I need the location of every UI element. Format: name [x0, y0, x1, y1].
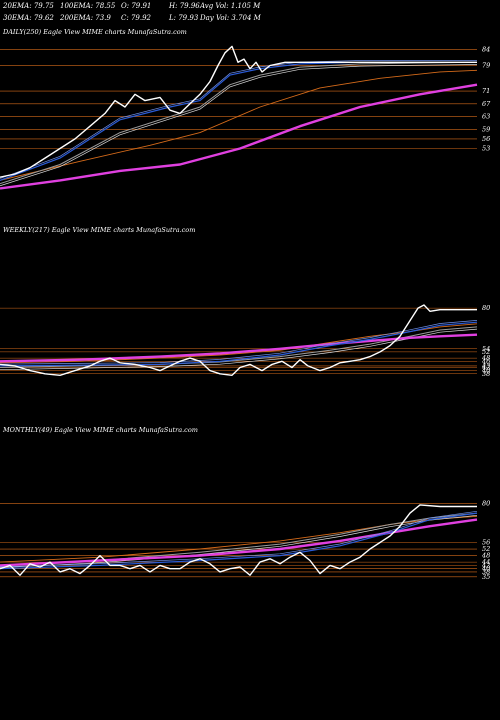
- weekly-y-tick-label: 42: [481, 364, 490, 372]
- weekly-y-tick-label: 40: [481, 367, 490, 375]
- weekly-y-tick-label: 38: [482, 370, 490, 378]
- ema20-label: 20EMA: 79.75: [3, 2, 54, 10]
- monthly-ema-short-band-line: [0, 510, 478, 568]
- weekly-ema-long-line: [0, 333, 478, 363]
- monthly-y-tick-label: 38: [482, 568, 490, 576]
- monthly-y-tick-label: 44: [481, 558, 490, 566]
- avg-vol-label: Avg Vol: 1.105 M: [200, 2, 261, 10]
- close-label: C: 79.92: [121, 14, 151, 22]
- daily-y-tick-label: 63: [482, 113, 490, 121]
- daily-y-tick-label: 71: [482, 87, 490, 95]
- daily-y-tick-label: 84: [482, 46, 490, 54]
- monthly-y-tick-label: 40: [481, 565, 490, 573]
- monthly-y-tick-label: 35: [482, 573, 490, 581]
- weekly-y-tick-label: 46: [481, 357, 490, 365]
- weekly-y-tick-label: 80: [482, 304, 490, 312]
- weekly-y-tick-label: 54: [482, 345, 490, 353]
- monthly-price-line: [0, 504, 477, 576]
- monthly-gray-band-line: [0, 514, 478, 568]
- low-label: L: 79.93: [169, 14, 199, 22]
- daily-orange-line: [0, 69, 478, 181]
- daily-y-tick-label: 67: [482, 100, 491, 108]
- daily-chart-panel: 84 79 71 67 63 59 56 53: [0, 45, 491, 190]
- monthly-y-tick-label: 42: [481, 561, 490, 569]
- weekly-orange-line: [0, 323, 478, 364]
- open-label: O: 79.91: [121, 2, 152, 10]
- ema30-label: 30EMA: 79.62: [3, 14, 54, 22]
- weekly-ema-short-line: [0, 321, 478, 367]
- daily-gray-line: [0, 61, 478, 185]
- monthly-y-tick-label: 48: [481, 552, 490, 560]
- weekly-price-line: [0, 304, 477, 376]
- daily-ema-long-line: [0, 83, 478, 190]
- weekly-panel-title: WEEKLY(217) Eagle View MIME charts Munaf…: [3, 226, 196, 234]
- monthly-orange-line: [0, 515, 478, 563]
- ema200-label: 200EMA: 73.9: [60, 14, 111, 22]
- daily-panel-title: DAILY(250) Eagle View MIME charts Munafa…: [3, 28, 187, 36]
- monthly-ema-long-line: [0, 518, 478, 567]
- weekly-y-tick-label: 48: [481, 354, 490, 362]
- daily-gray-band-line: [0, 64, 478, 187]
- daily-price-line: [0, 45, 477, 178]
- daily-y-tick-label: 79: [482, 62, 490, 70]
- high-label: H: 79.96: [169, 2, 200, 10]
- weekly-gray-band-line: [0, 328, 478, 371]
- monthly-y-tick-label: 52: [482, 545, 490, 553]
- monthly-panel-title: MONTHLY(49) Eagle View MIME charts Munaf…: [3, 426, 198, 434]
- daily-y-tick-label: 59: [482, 125, 490, 133]
- weekly-y-tick-label: 43: [481, 362, 490, 370]
- daily-y-tick-label: 56: [482, 135, 490, 143]
- daily-ema-short-band-line: [0, 60, 477, 179]
- day-vol-label: Day Vol: 3.704 M: [200, 14, 261, 22]
- ema100-label: 100EMA: 78.55: [60, 2, 116, 10]
- monthly-ema-short-line: [0, 512, 478, 570]
- daily-ema-short-line: [0, 61, 477, 181]
- weekly-y-tick-label: 52: [482, 348, 490, 356]
- monthly-y-tick-label: 56: [482, 539, 490, 547]
- monthly-y-tick-label: 80: [482, 499, 490, 507]
- daily-y-tick-label: 53: [482, 145, 490, 153]
